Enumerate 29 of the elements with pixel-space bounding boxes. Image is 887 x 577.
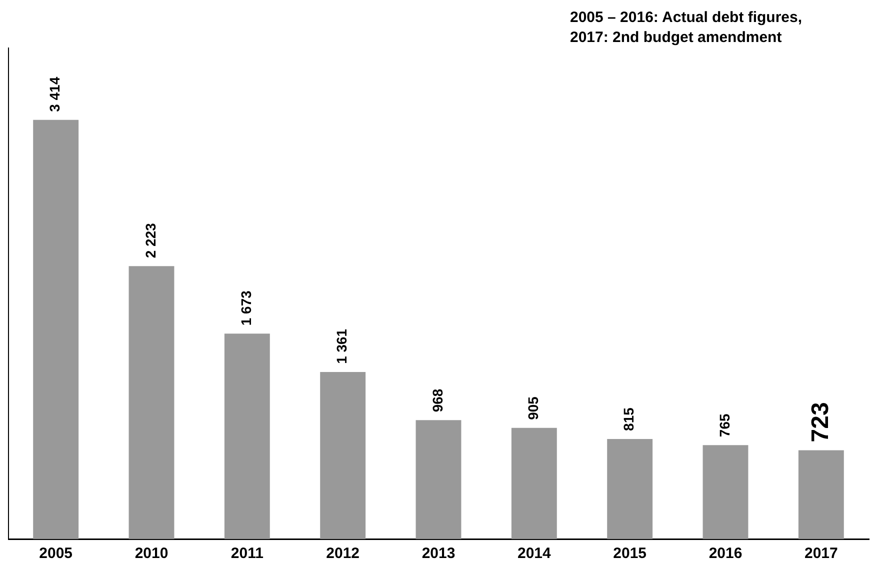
bar	[416, 420, 462, 539]
x-tick-label: 2016	[708, 545, 742, 562]
bar	[702, 445, 748, 539]
data-label: 765	[716, 414, 732, 438]
data-label: 2 223	[142, 222, 158, 258]
x-tick-label: 2014	[517, 545, 552, 562]
x-tick-label: 2013	[422, 545, 456, 562]
data-label: 968	[429, 388, 446, 412]
data-label: 815	[620, 407, 637, 431]
bar	[128, 266, 174, 539]
x-tick-label: 2012	[326, 545, 360, 562]
x-tick-label: 2015	[613, 545, 647, 562]
bar	[607, 438, 653, 539]
data-label: 1 361	[334, 328, 350, 364]
text: 2017: 2nd budget amendment	[570, 28, 783, 48]
bar	[320, 372, 366, 539]
x-tick-label: 2011	[230, 545, 264, 562]
text: 2005 – 2016: Actual debt figures,	[570, 8, 802, 28]
data-label: 3 414	[46, 76, 63, 112]
bar	[224, 334, 270, 539]
x-tick-label: 2010	[134, 545, 168, 562]
x-tick-label: 2017	[804, 545, 838, 562]
data-label: 723	[806, 402, 834, 442]
data-label: 1 673	[238, 290, 254, 326]
data-label: 905	[525, 396, 542, 420]
x-tick-label: 2005	[39, 545, 73, 562]
bar	[33, 120, 79, 539]
bar	[511, 428, 557, 539]
bar	[798, 450, 844, 539]
